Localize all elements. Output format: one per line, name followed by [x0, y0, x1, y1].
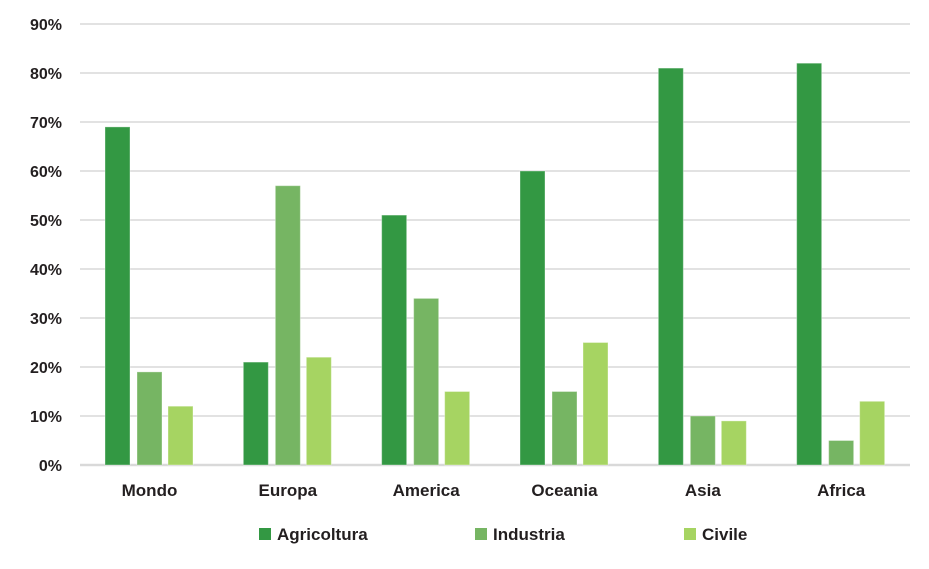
legend-label: Industria	[493, 525, 565, 544]
bar-agricoltura	[242, 361, 269, 466]
bar-civile	[582, 342, 609, 466]
y-tick-label: 80%	[30, 66, 62, 83]
y-tick-label: 70%	[30, 115, 62, 132]
bar-industria	[413, 297, 440, 466]
bar-agricoltura	[104, 126, 131, 466]
y-tick-label: 20%	[30, 360, 62, 377]
x-tick-label: Mondo	[122, 481, 178, 500]
y-tick-label: 60%	[30, 164, 62, 181]
x-tick-label: Africa	[817, 481, 866, 500]
x-tick-label: Europa	[259, 481, 318, 500]
bar-agricoltura	[657, 67, 684, 466]
bar-agricoltura	[796, 62, 823, 466]
legend-swatch	[684, 528, 696, 540]
y-tick-label: 40%	[30, 262, 62, 279]
x-tick-label: Oceania	[531, 481, 598, 500]
x-tick-label: America	[393, 481, 461, 500]
y-tick-label: 10%	[30, 409, 62, 426]
bar-industria	[136, 371, 163, 466]
bar-civile	[444, 391, 471, 466]
bar-industria	[551, 391, 578, 466]
y-tick-label: 0%	[39, 458, 62, 475]
legend-swatch	[475, 528, 487, 540]
bar-civile	[167, 405, 194, 466]
y-tick-label: 90%	[30, 17, 62, 34]
bar-agricoltura	[519, 170, 546, 466]
bar-civile	[859, 400, 886, 466]
legend-label: Agricoltura	[277, 525, 368, 544]
bar-agricoltura	[381, 214, 408, 466]
legend-swatch	[259, 528, 271, 540]
bar-industria	[828, 440, 855, 466]
bar-industria	[274, 185, 301, 466]
y-tick-label: 30%	[30, 311, 62, 328]
bar-civile	[720, 420, 747, 466]
bar-industria	[689, 415, 716, 466]
x-tick-label: Asia	[685, 481, 721, 500]
y-tick-label: 50%	[30, 213, 62, 230]
legend-label: Civile	[702, 525, 747, 544]
bar-civile	[305, 356, 332, 466]
